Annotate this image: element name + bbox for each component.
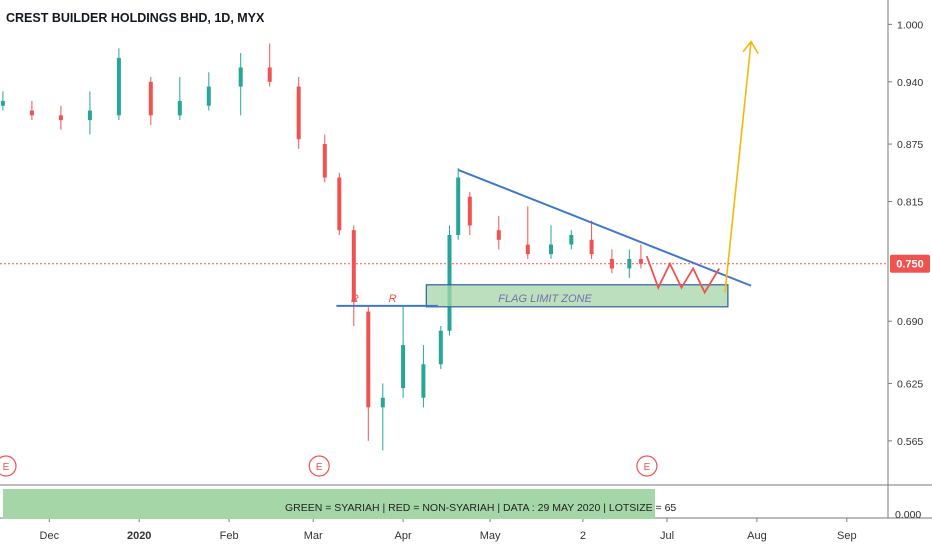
price-tick-label: 0.940 <box>897 77 923 89</box>
candle-body <box>58 115 63 121</box>
time-tick-label: 2020 <box>127 530 151 542</box>
projection-line[interactable] <box>724 41 752 293</box>
price-tick-label: 1.000 <box>897 19 923 31</box>
candle-body <box>238 67 243 87</box>
candle-body <box>267 67 272 82</box>
candle-body <box>447 235 452 331</box>
flag-limit-zone-label: FLAG LIMIT ZONE <box>498 293 592 305</box>
candle-body <box>0 100 5 106</box>
current-price-badge <box>890 254 930 273</box>
earnings-marker-label: E <box>3 462 10 473</box>
time-tick-label: Apr <box>395 530 412 542</box>
time-tick-label: May <box>480 530 501 542</box>
price-axis[interactable]: 1.000 0.940 0.875 0.815 0.690 0.625 0.565 <box>888 19 923 448</box>
candle-body <box>148 81 153 116</box>
current-price-label: 0.750 <box>896 259 924 271</box>
resistance-mark: R <box>389 293 397 305</box>
earnings-marker-label: E <box>644 462 651 473</box>
price-tick-label: 0.625 <box>897 378 923 390</box>
candles-layer <box>0 43 643 451</box>
candle-body <box>177 100 182 116</box>
time-tick-label: Dec <box>40 530 60 542</box>
candle-body <box>337 177 342 231</box>
candle-body <box>456 177 461 235</box>
time-tick-label: Feb <box>220 530 239 542</box>
candle-body <box>467 196 472 226</box>
projection-arrowhead <box>742 40 759 54</box>
candle-body <box>549 244 553 255</box>
resistance-mark: R <box>351 293 359 305</box>
flag-limit-zone[interactable]: FLAG LIMIT ZONE <box>425 284 729 308</box>
candle-body <box>438 330 443 365</box>
earnings-marker[interactable] <box>636 455 658 477</box>
candle-body <box>638 258 643 264</box>
candle-body <box>569 235 574 245</box>
time-tick-label: Mar <box>304 530 323 542</box>
trendline[interactable] <box>457 168 752 287</box>
zigzag-path[interactable] <box>645 255 720 295</box>
candle-body <box>366 311 371 408</box>
price-tick-label: 0.875 <box>897 139 923 151</box>
candle-body <box>87 110 92 121</box>
candle-body <box>589 239 594 255</box>
flag-limit-zone-box[interactable] <box>425 284 729 308</box>
candle-body <box>609 258 614 269</box>
price-tick-label: 0.815 <box>897 196 923 208</box>
candle-body <box>206 86 211 106</box>
info-banner <box>3 489 655 519</box>
price-tick-label: 0.690 <box>897 316 923 328</box>
time-axis[interactable]: Dec 2020 Feb Mar Apr May 2 Jul Aug Sep <box>40 518 857 542</box>
candle-body <box>296 86 301 140</box>
candle-body <box>496 230 501 240</box>
candle-body <box>29 110 34 116</box>
earnings-marker-label: E <box>316 462 323 473</box>
chart-title: CREST BUILDER HOLDINGS BHD, 1D, MYX <box>6 11 265 25</box>
candle-body <box>351 230 356 303</box>
lower-pane-tick: 0.000 <box>895 509 921 521</box>
candle-body <box>401 345 406 389</box>
time-tick-label: Jul <box>660 530 674 542</box>
earnings-marker[interactable] <box>308 455 330 477</box>
candle-body <box>421 364 426 398</box>
candle-body <box>380 397 385 408</box>
time-tick-label: Sep <box>837 530 857 542</box>
candle-body <box>525 244 530 255</box>
candle-body <box>116 57 121 116</box>
candle-body <box>322 144 327 178</box>
drawings-layer <box>336 40 759 307</box>
earnings-marker[interactable] <box>0 455 17 477</box>
time-tick-label: Aug <box>747 530 767 542</box>
time-tick-label: 2 <box>580 530 586 542</box>
info-banner-text: GREEN = SYARIAH | RED = NON-SYARIAH | DA… <box>285 502 676 514</box>
price-tick-label: 0.565 <box>897 436 923 448</box>
